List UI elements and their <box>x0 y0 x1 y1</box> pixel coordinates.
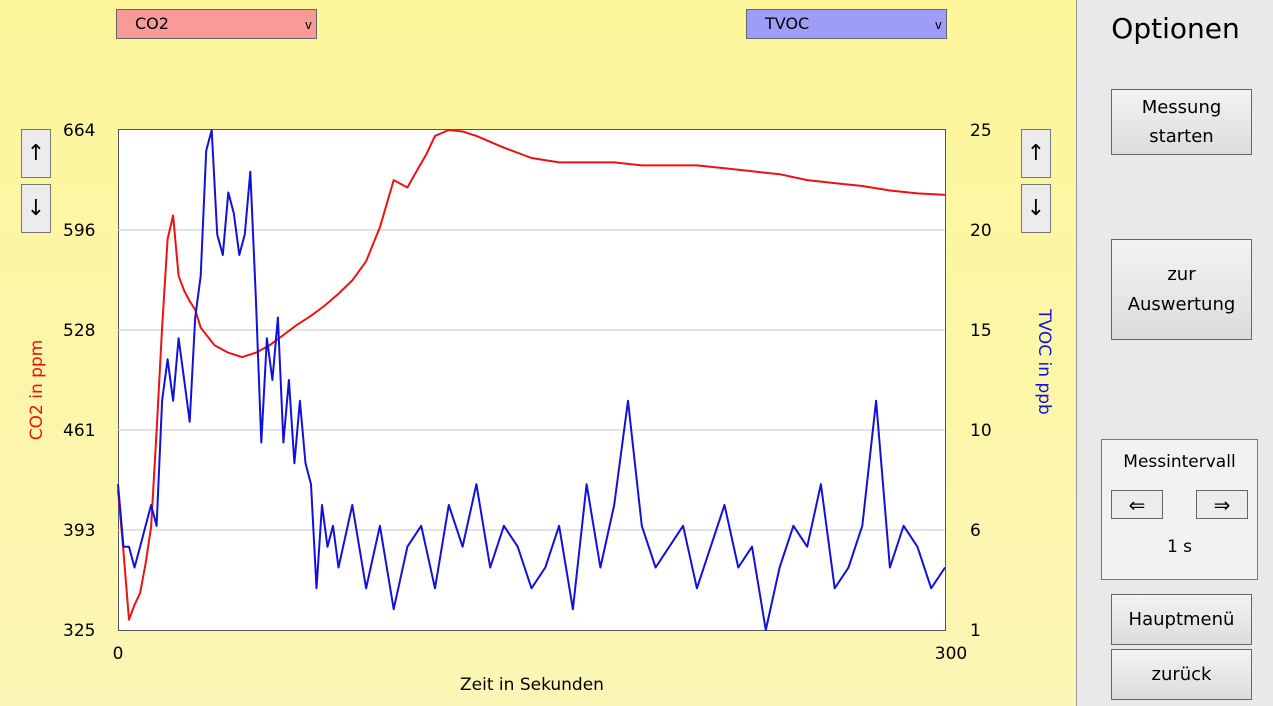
interval-increase-button[interactable]: ⇒ <box>1196 490 1248 519</box>
right-tick-label: 15 <box>970 321 992 341</box>
options-sidebar: Optionen Messung starten zur Auswertung … <box>1076 0 1273 706</box>
left-tick-label: 461 <box>63 421 95 441</box>
right-axis-scale-up-button[interactable]: ↑ <box>1021 129 1051 178</box>
left-tick-label: 325 <box>63 621 95 641</box>
down-arrow-icon: ↓ <box>1026 196 1046 221</box>
evaluation-button[interactable]: zur Auswertung <box>1111 239 1252 340</box>
interval-title: Messintervall <box>1123 452 1236 472</box>
back-button[interactable]: zurück <box>1111 649 1252 700</box>
up-arrow-icon: ↑ <box>26 141 46 166</box>
co2-series-line <box>117 129 946 621</box>
interval-panel: Messintervall ⇐ ⇒ 1 s <box>1101 439 1258 580</box>
chevron-down-icon: v <box>934 18 942 32</box>
left-tick-label: 664 <box>63 121 95 141</box>
up-arrow-icon: ↑ <box>1026 141 1046 166</box>
main-menu-label: Hauptmenü <box>1128 609 1235 630</box>
right-tick-label: 1 <box>970 621 981 641</box>
left-tick-label: 528 <box>63 321 95 341</box>
right-tick-label: 10 <box>970 421 992 441</box>
start-measurement-label-line2: starten <box>1149 126 1214 147</box>
right-tick-label: 6 <box>970 521 981 541</box>
right-tick-label: 20 <box>970 221 992 241</box>
evaluation-label-line2: Auswertung <box>1127 293 1236 315</box>
right-tick-label: 25 <box>970 121 992 141</box>
right-axis-scale-down-button[interactable]: ↓ <box>1021 184 1051 233</box>
right-arrow-icon: ⇒ <box>1213 492 1231 517</box>
chevron-down-icon: v <box>304 18 312 32</box>
left-sensor-select[interactable]: CO2 v <box>116 9 317 39</box>
left-arrow-icon: ⇐ <box>1128 492 1146 517</box>
down-arrow-icon: ↓ <box>26 196 46 221</box>
right-sensor-select-value: TVOC <box>765 14 810 33</box>
left-axis-label: CO2 in ppm <box>27 340 47 441</box>
left-axis-scale-up-button[interactable]: ↑ <box>21 129 51 178</box>
sidebar-title: Optionen <box>1111 12 1240 45</box>
x-tick-label: 300 <box>935 644 967 664</box>
interval-decrease-button[interactable]: ⇐ <box>1111 490 1163 519</box>
evaluation-label-line1: zur <box>1167 263 1196 285</box>
x-axis-label: Zeit in Sekunden <box>460 675 604 695</box>
x-tick-label: 0 <box>113 644 124 664</box>
measurement-panel: CO2 v TVOC v 664 596 528 461 393 325 25 20 15 10 6… <box>0 0 1076 706</box>
left-sensor-select-value: CO2 <box>135 14 169 33</box>
tvoc-series-line <box>117 129 946 631</box>
right-sensor-select[interactable]: TVOC v <box>746 9 947 39</box>
left-tick-label: 596 <box>63 221 95 241</box>
right-axis-label: TVOC in ppb <box>1034 308 1054 415</box>
interval-value: 1 s <box>1166 537 1193 557</box>
left-axis-scale-down-button[interactable]: ↓ <box>21 184 51 233</box>
plot-area <box>118 129 946 631</box>
left-tick-label: 393 <box>63 521 95 541</box>
main-menu-button[interactable]: Hauptmenü <box>1111 594 1252 645</box>
back-label: zurück <box>1151 664 1212 685</box>
start-measurement-button[interactable]: Messung starten <box>1111 89 1252 155</box>
start-measurement-label-line1: Messung <box>1141 97 1222 118</box>
